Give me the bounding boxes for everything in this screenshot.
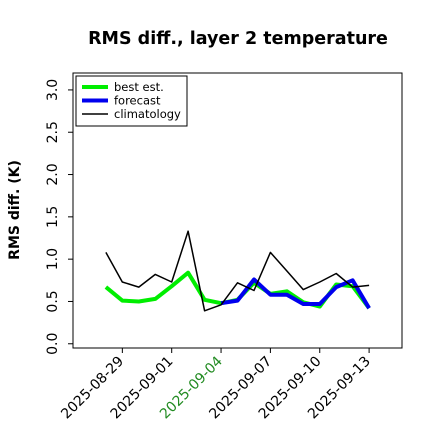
y-tick-label: 0.5 (45, 290, 61, 312)
series-line-best-est (104, 270, 371, 310)
y-tick-label: 1.5 (45, 206, 61, 228)
y-tick-label: 3.0 (45, 79, 61, 101)
y-tick-label: 0.0 (45, 333, 61, 355)
legend-label: best est. (114, 80, 164, 94)
series-line-forecast (220, 277, 371, 310)
legend-box (75, 75, 188, 127)
y-tick-label: 2.0 (45, 163, 61, 185)
plot-area (104, 230, 371, 312)
y-axis-label: RMS diff. (K) (7, 160, 23, 260)
plot-frame (72, 72, 403, 349)
legend-label: forecast (114, 94, 161, 108)
series-line-climatology (105, 230, 370, 312)
chart-title: RMS diff., layer 2 temperature (88, 29, 388, 49)
legend-label: climatology (114, 107, 181, 121)
y-tick-label: 1.0 (45, 248, 61, 270)
y-tick-label: 2.5 (45, 121, 61, 143)
